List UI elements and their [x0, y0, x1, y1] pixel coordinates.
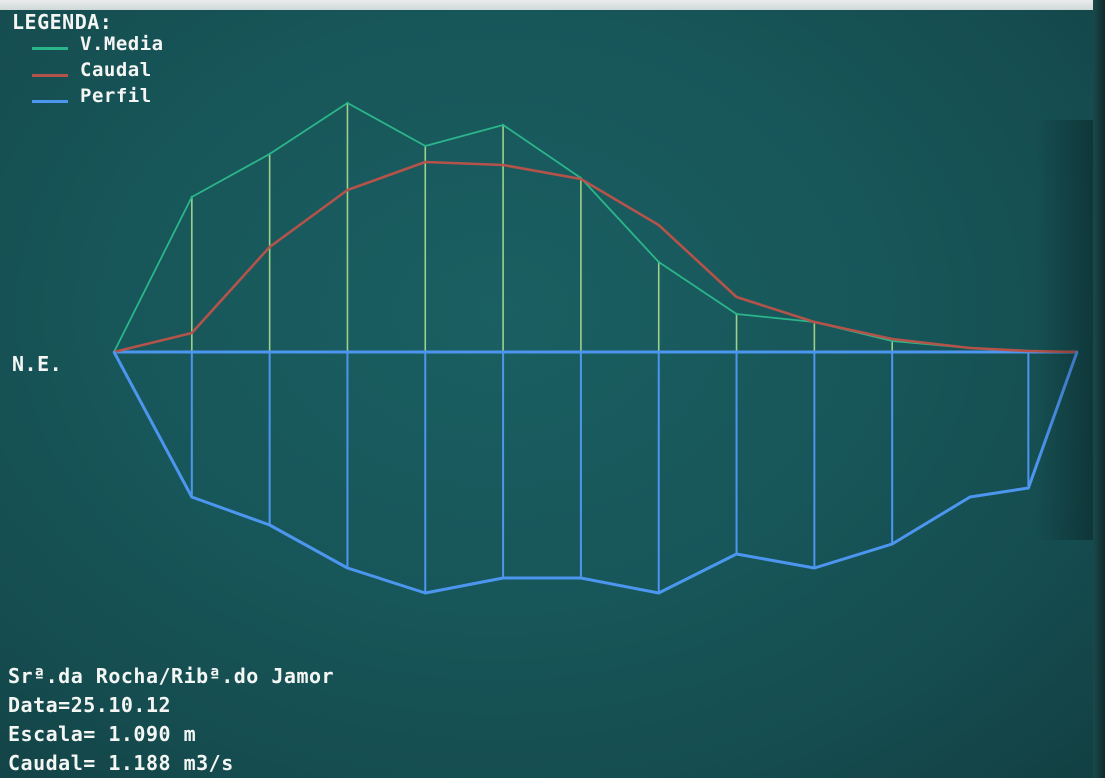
perfil-series-point — [501, 576, 505, 580]
water-level-label: N.E. — [12, 352, 63, 376]
caudal-series-point — [1027, 349, 1030, 353]
legend-label-vmedia: V.Media — [80, 33, 164, 55]
discharge-value: Caudal= 1.188 m3/s — [8, 751, 234, 775]
vmedia-series-point — [424, 144, 427, 148]
perfil-series-point — [424, 591, 427, 595]
caudal-series-point — [657, 223, 660, 227]
perfil-series-point — [346, 566, 349, 570]
perfil-series-line — [112, 351, 1079, 595]
perfil-series-point — [190, 495, 193, 499]
caudal-series-line — [113, 160, 1078, 354]
perfil-series-point — [268, 523, 271, 527]
perfil-series-point — [1027, 486, 1030, 490]
perfil-series-point — [112, 350, 116, 354]
caudal-series-point — [190, 331, 193, 335]
monitor-bezel-top — [0, 0, 1105, 10]
perfil-series-point — [891, 542, 894, 546]
legend-title: LEGENDA: — [12, 10, 113, 34]
vmedia-series-point — [891, 339, 894, 343]
vmedia-series-point — [735, 312, 738, 316]
vmedia-series-point — [346, 101, 349, 105]
perfil-series-point — [657, 591, 660, 595]
measurement-date: Data=25.10.12 — [8, 693, 172, 717]
vmedia-series-line — [113, 102, 1078, 353]
vmedia-series-point — [190, 195, 193, 199]
perfil-series-point — [1075, 350, 1079, 354]
vmedia-series-point — [657, 260, 660, 264]
legend-swatch-vmedia — [32, 47, 68, 50]
caudal-series-point — [891, 337, 894, 341]
perfil-series-point — [735, 552, 738, 556]
caudal-series-point — [501, 163, 505, 167]
caudal-series-point — [424, 160, 427, 164]
caudal-series-point — [735, 295, 738, 299]
caudal-series-point — [968, 346, 972, 350]
vmedia-series-point — [501, 123, 505, 127]
vmedia-series-point — [268, 152, 271, 156]
legend-label-caudal: Caudal — [80, 59, 152, 81]
caudal-series-point — [579, 177, 583, 181]
monitor-bezel-right — [1093, 0, 1105, 778]
perfil-series-point — [813, 566, 816, 570]
legend-swatch-perfil — [32, 100, 68, 103]
perfil-series-point — [968, 495, 972, 499]
caudal-series-point — [813, 320, 816, 324]
caudal-series-point — [346, 188, 349, 192]
caudal-series-point — [268, 245, 271, 249]
perfil-series-point — [579, 576, 583, 580]
scale-value: Escala= 1.090 m — [8, 722, 197, 746]
legend-label-perfil: Perfil — [80, 85, 152, 107]
station-name: Srª.da Rocha/Ribª.do Jamor — [8, 664, 335, 688]
legend-swatch-caudal — [32, 74, 68, 77]
